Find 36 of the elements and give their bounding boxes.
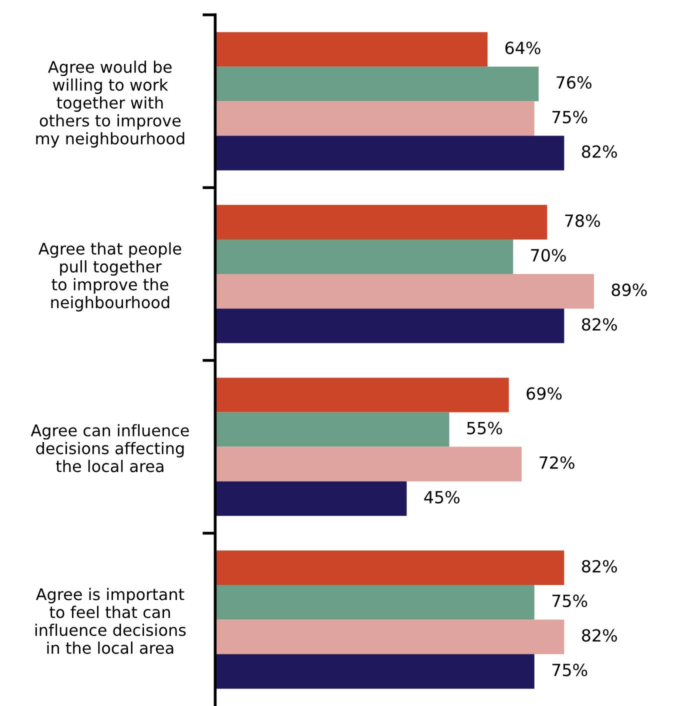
data-label: 82% — [582, 318, 617, 331]
y-tick-label: Agree can influence decisions affecting the local area — [30, 424, 189, 472]
data-label: 72% — [540, 456, 574, 469]
bar — [215, 446, 522, 482]
data-label: 82% — [582, 560, 617, 573]
bar — [215, 274, 594, 309]
y-tick-label: Agree that people pull together to improve the neighbourhood — [38, 242, 182, 312]
bar — [215, 412, 450, 447]
data-label: 69% — [526, 387, 562, 400]
data-label: 82% — [582, 629, 617, 642]
data-label: 76% — [556, 76, 592, 89]
data-label: 45% — [424, 490, 460, 504]
bar — [215, 308, 564, 344]
bar — [215, 550, 564, 586]
bar — [215, 204, 548, 240]
bar — [215, 378, 509, 412]
bar — [215, 239, 514, 274]
bar — [215, 654, 534, 689]
data-label: 75% — [552, 664, 588, 676]
bar — [215, 66, 539, 102]
data-label: 78% — [565, 214, 600, 228]
bar — [215, 481, 407, 516]
bar — [215, 620, 564, 654]
bar — [215, 136, 564, 170]
data-label: 75% — [552, 594, 588, 608]
bar — [215, 585, 534, 620]
data-label: 89% — [612, 284, 647, 296]
y-tick-label: Agree would be willing to work together with others to improve my neighbourhood — [36, 60, 184, 148]
data-label: 82% — [582, 145, 617, 158]
data-label: 75% — [552, 110, 588, 124]
y-tick-label: Agree is important to feel that can influence decisions in the local area — [35, 588, 186, 654]
bar — [215, 101, 534, 136]
data-label: 55% — [467, 422, 502, 434]
bar — [215, 32, 488, 67]
data-label: 70% — [531, 248, 566, 262]
data-label: 64% — [505, 42, 540, 54]
